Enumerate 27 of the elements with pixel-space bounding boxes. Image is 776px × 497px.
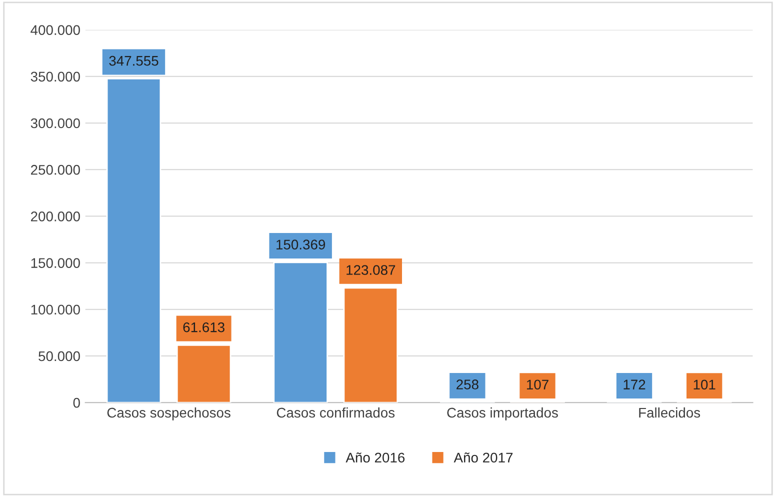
legend-label: Año 2017: [454, 452, 513, 463]
bar: [343, 287, 398, 403]
y-tick-label: 250.000: [31, 164, 80, 175]
x-tick-label: Casos sospechosos: [107, 407, 230, 420]
data-label: 107: [526, 380, 548, 390]
y-tick-label: 200.000: [31, 212, 80, 222]
data-label: 123.087: [346, 265, 396, 275]
y-tick-label: 50.000: [38, 351, 80, 362]
y-tick-label: 400.000: [30, 25, 80, 35]
data-label: 172: [624, 380, 646, 390]
data-label: 101: [694, 380, 716, 390]
y-tick-label: 300.000: [30, 118, 80, 128]
legend-label: Año 2016: [346, 452, 405, 463]
y-tick-label: 0: [73, 398, 80, 408]
y-tick-label: 150.000: [31, 258, 80, 268]
bar: [106, 78, 162, 403]
bar: [176, 344, 232, 403]
x-tick-label: Fallecidos: [639, 407, 700, 418]
data-label: 258: [456, 380, 478, 390]
data-label: 150.369: [276, 240, 326, 250]
x-tick-label: Casos importados: [447, 407, 558, 420]
bar: [273, 262, 328, 403]
data-label: 61.613: [183, 322, 224, 332]
y-tick-label: 100.000: [31, 304, 80, 315]
x-tick-label: Casos confirmados: [276, 407, 395, 418]
data-label: 347.555: [109, 56, 158, 66]
y-tick-label: 350.000: [30, 72, 80, 82]
